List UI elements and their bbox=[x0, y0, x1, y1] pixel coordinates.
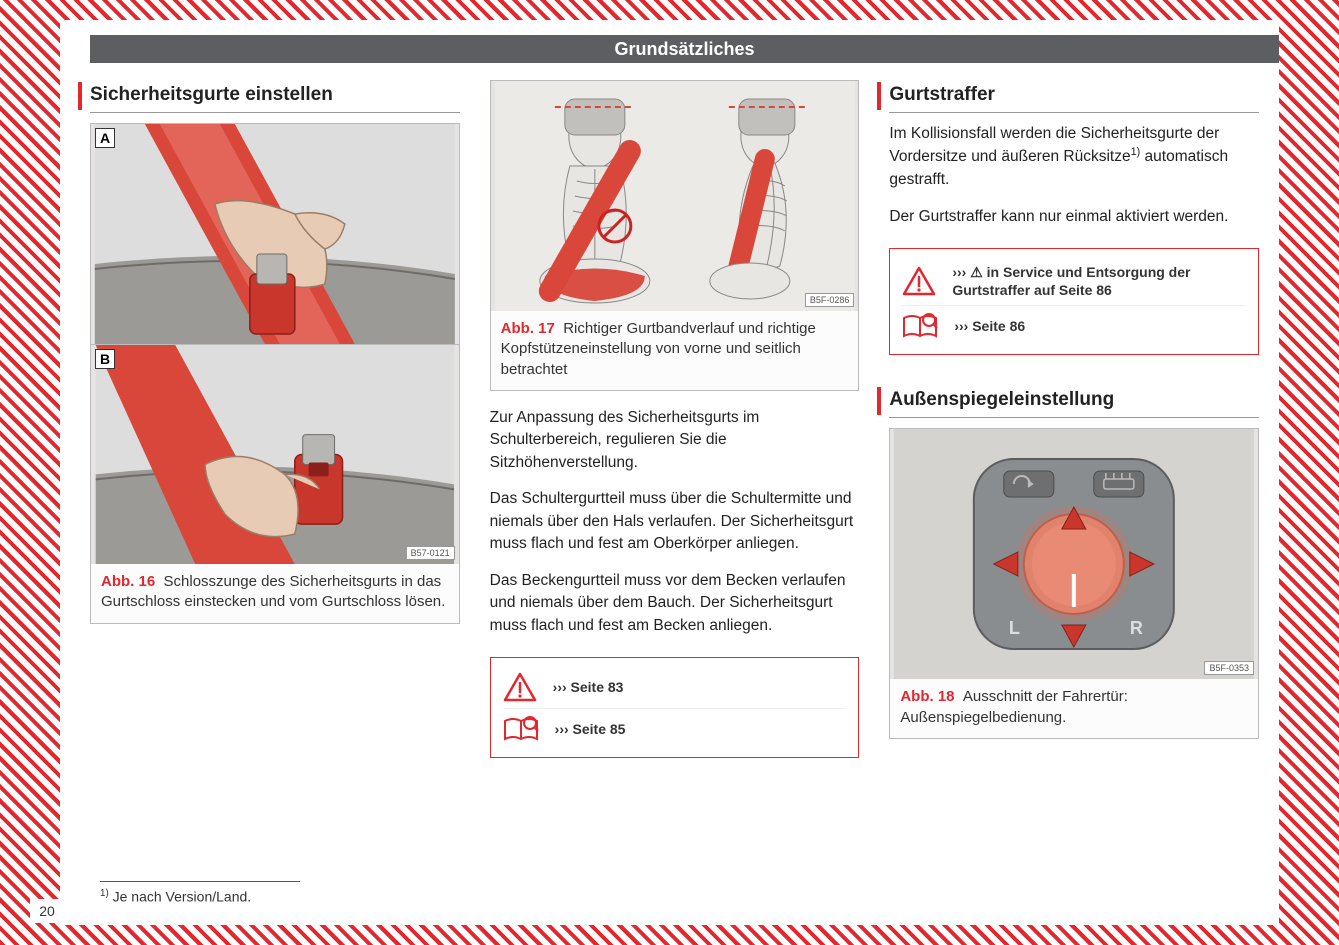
col2-info-row-1: ››› Seite 83 bbox=[503, 666, 847, 708]
col3-info-row-1: ››› ⚠ in Service und Entsorgung der Gurt… bbox=[902, 257, 1246, 305]
figure-18: L R B5F-0353 Abb. 18 Ausschnitt der Fahr… bbox=[889, 428, 1259, 739]
col2-info-box: ››› Seite 83 ››› Seite 85 bbox=[490, 657, 860, 758]
column-1: Sicherheitsgurte einstellen A B bbox=[90, 80, 460, 895]
figure-18-caption: Abb. 18 Ausschnitt der Fahrertür: Außens… bbox=[890, 679, 1258, 738]
col2-info-2: ››› Seite 85 bbox=[555, 720, 626, 738]
figure-16: A B bbox=[90, 123, 460, 624]
book-icon bbox=[503, 715, 539, 743]
header-text: Grundsätzliches bbox=[614, 39, 754, 60]
col2-p2: Das Schultergurtteil muss über die Schul… bbox=[490, 488, 860, 555]
page-number: 20 bbox=[30, 899, 64, 923]
column-2: B5F-0286 Abb. 17 Richtiger Gurtbandverla… bbox=[490, 80, 860, 895]
warning-icon bbox=[503, 672, 537, 702]
warning-icon bbox=[902, 266, 936, 296]
figure-18-ref: Abb. 18 bbox=[900, 688, 954, 705]
column-3: Gurtstraffer Im Kollisionsfall werden di… bbox=[889, 80, 1259, 895]
figure-17-image: B5F-0286 bbox=[491, 81, 859, 311]
figure-17-caption: Abb. 17 Richtiger Gurtbandverlauf und ri… bbox=[491, 311, 859, 390]
section-title-mirror: Außenspiegeleinstellung bbox=[889, 385, 1259, 418]
col2-info-1: ››› Seite 83 bbox=[553, 678, 624, 696]
col3-info-2: ››› Seite 86 bbox=[954, 317, 1025, 335]
panel-b-label: B bbox=[95, 349, 115, 369]
content-area: Sicherheitsgurte einstellen A B bbox=[90, 80, 1259, 895]
section-title-gurtstraffer: Gurtstraffer bbox=[889, 80, 1259, 113]
svg-text:R: R bbox=[1130, 618, 1143, 638]
col3-info-1: ››› ⚠ in Service und Entsorgung der Gurt… bbox=[952, 263, 1246, 299]
col2-p1: Zur Anpassung des Sicherheitsgurts im Sc… bbox=[490, 407, 860, 474]
figure-17-ref: Abb. 17 bbox=[501, 320, 555, 337]
book-icon bbox=[902, 312, 938, 340]
panel-a-label: A bbox=[95, 128, 115, 148]
footnote: 1) Je nach Version/Land. bbox=[100, 881, 300, 905]
col3-p1: Im Kollisionsfall werden die Sicherheits… bbox=[889, 123, 1259, 192]
col3-info-box: ››› ⚠ in Service und Entsorgung der Gurt… bbox=[889, 248, 1259, 355]
section-title-seatbelts: Sicherheitsgurte einstellen bbox=[90, 80, 460, 113]
figure-16-ref: Abb. 16 bbox=[101, 573, 155, 590]
figure-17: B5F-0286 Abb. 17 Richtiger Gurtbandverla… bbox=[490, 80, 860, 391]
figure-17-code: B5F-0286 bbox=[805, 293, 855, 307]
figure-16-panel-b: B B57-0121 bbox=[91, 344, 459, 564]
col3-p2: Der Gurtstraffer kann nur einmal aktivie… bbox=[889, 206, 1259, 228]
figure-18-code: B5F-0353 bbox=[1204, 661, 1254, 675]
col2-p3: Das Beckengurtteil muss vor dem Becken v… bbox=[490, 570, 860, 637]
figure-16-code: B57-0121 bbox=[406, 546, 455, 560]
page-header: Grundsätzliches bbox=[90, 35, 1279, 63]
col2-info-row-2: ››› Seite 85 bbox=[503, 708, 847, 749]
figure-16-panel-a: A bbox=[91, 124, 459, 344]
col3-info-row-2: ››› Seite 86 bbox=[902, 305, 1246, 346]
figure-18-image: L R B5F-0353 bbox=[890, 429, 1258, 679]
figure-16-caption: Abb. 16 Schlosszunge des Sicherheitsgurt… bbox=[91, 564, 459, 623]
svg-text:L: L bbox=[1009, 618, 1020, 638]
footnote-marker: 1) bbox=[100, 888, 109, 899]
footnote-text: Je nach Version/Land. bbox=[113, 889, 252, 905]
